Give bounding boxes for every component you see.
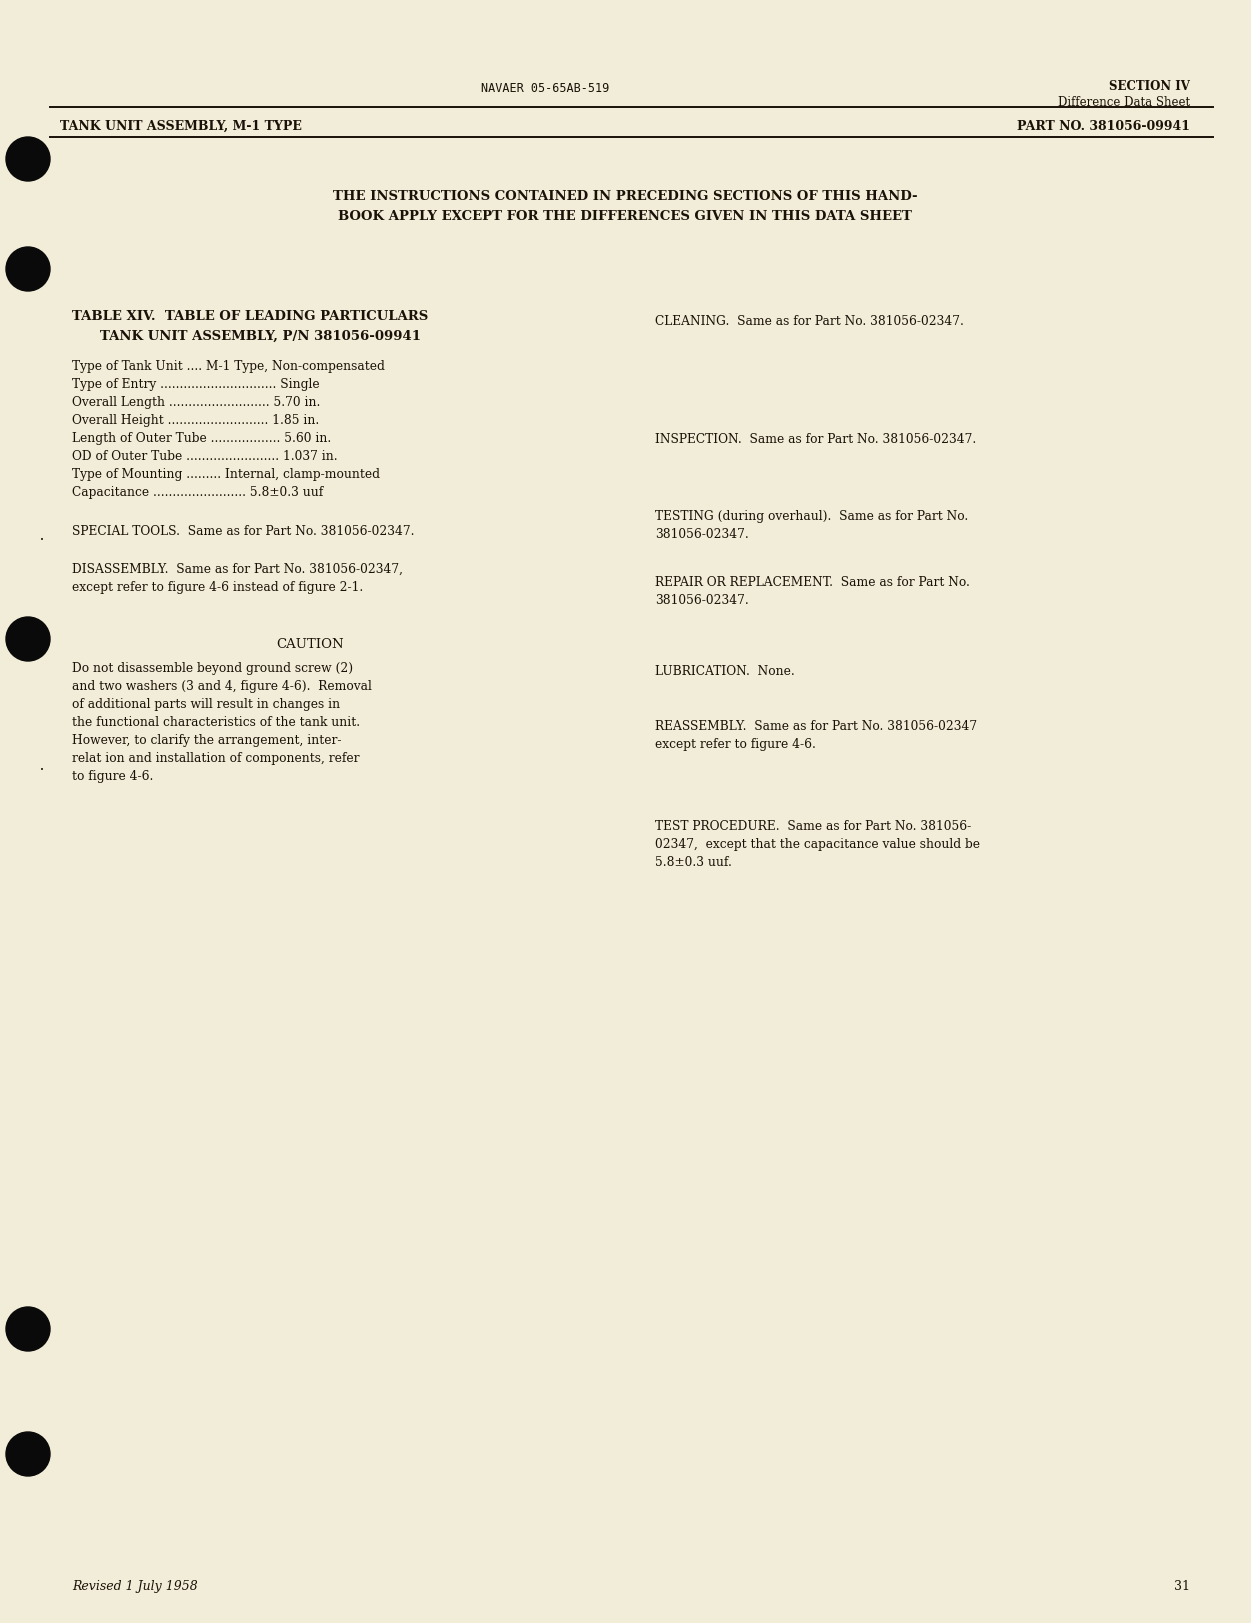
Text: REASSEMBLY.  Same as for Part No. 381056-02347: REASSEMBLY. Same as for Part No. 381056-… [656, 719, 977, 732]
Text: SPECIAL TOOLS.  Same as for Part No. 381056-02347.: SPECIAL TOOLS. Same as for Part No. 3810… [73, 524, 414, 537]
Text: INSPECTION.  Same as for Part No. 381056-02347.: INSPECTION. Same as for Part No. 381056-… [656, 433, 976, 446]
Text: BOOK APPLY EXCEPT FOR THE DIFFERENCES GIVEN IN THIS DATA SHEET: BOOK APPLY EXCEPT FOR THE DIFFERENCES GI… [338, 209, 912, 222]
Text: Type of Entry .............................. Single: Type of Entry ..........................… [73, 378, 319, 391]
Text: CAUTION: CAUTION [276, 638, 344, 651]
Text: and two washers (3 and 4, figure 4-6).  Removal: and two washers (3 and 4, figure 4-6). R… [73, 680, 372, 693]
Text: Capacitance ........................ 5.8±0.3 uuf: Capacitance ........................ 5.8… [73, 485, 323, 498]
Text: REPAIR OR REPLACEMENT.  Same as for Part No.: REPAIR OR REPLACEMENT. Same as for Part … [656, 576, 970, 589]
Text: •: • [40, 537, 44, 542]
Text: DISASSEMBLY.  Same as for Part No. 381056-02347,: DISASSEMBLY. Same as for Part No. 381056… [73, 563, 403, 576]
Text: •: • [40, 766, 44, 773]
Circle shape [6, 248, 50, 292]
Text: TESTING (during overhaul).  Same as for Part No.: TESTING (during overhaul). Same as for P… [656, 510, 968, 523]
Text: THE INSTRUCTIONS CONTAINED IN PRECEDING SECTIONS OF THIS HAND-: THE INSTRUCTIONS CONTAINED IN PRECEDING … [333, 190, 917, 203]
Text: TEST PROCEDURE.  Same as for Part No. 381056-: TEST PROCEDURE. Same as for Part No. 381… [656, 820, 971, 833]
Text: the functional characteristics of the tank unit.: the functional characteristics of the ta… [73, 716, 360, 729]
Text: except refer to figure 4-6.: except refer to figure 4-6. [656, 737, 816, 750]
Text: Type of Mounting ......... Internal, clamp-mounted: Type of Mounting ......... Internal, cla… [73, 467, 380, 480]
Text: Length of Outer Tube .................. 5.60 in.: Length of Outer Tube .................. … [73, 432, 332, 445]
Text: Difference Data Sheet: Difference Data Sheet [1058, 96, 1190, 109]
Text: 31: 31 [1173, 1579, 1190, 1592]
Text: Overall Length .......................... 5.70 in.: Overall Length .........................… [73, 396, 320, 409]
Text: TANK UNIT ASSEMBLY, M-1 TYPE: TANK UNIT ASSEMBLY, M-1 TYPE [60, 120, 301, 133]
Text: to figure 4-6.: to figure 4-6. [73, 769, 154, 782]
Text: SECTION IV: SECTION IV [1110, 80, 1190, 93]
Text: LUBRICATION.  None.: LUBRICATION. None. [656, 664, 794, 677]
Text: NAVAER 05-65AB-519: NAVAER 05-65AB-519 [480, 81, 609, 94]
Text: OD of Outer Tube ........................ 1.037 in.: OD of Outer Tube .......................… [73, 450, 338, 463]
Text: Revised 1 July 1958: Revised 1 July 1958 [73, 1579, 198, 1592]
Text: PART NO. 381056-09941: PART NO. 381056-09941 [1017, 120, 1190, 133]
Circle shape [6, 618, 50, 662]
Circle shape [6, 1307, 50, 1352]
Text: TANK UNIT ASSEMBLY, P/N 381056-09941: TANK UNIT ASSEMBLY, P/N 381056-09941 [100, 329, 422, 342]
Text: Overall Height .......................... 1.85 in.: Overall Height .........................… [73, 414, 319, 427]
Circle shape [6, 138, 50, 182]
Text: Do not disassemble beyond ground screw (2): Do not disassemble beyond ground screw (… [73, 662, 353, 675]
Text: of additional parts will result in changes in: of additional parts will result in chang… [73, 698, 340, 711]
Text: 381056-02347.: 381056-02347. [656, 527, 749, 540]
Circle shape [6, 1431, 50, 1475]
Text: relat ion and installation of components, refer: relat ion and installation of components… [73, 751, 359, 764]
Text: However, to clarify the arrangement, inter-: However, to clarify the arrangement, int… [73, 734, 342, 747]
Text: TABLE XIV.  TABLE OF LEADING PARTICULARS: TABLE XIV. TABLE OF LEADING PARTICULARS [73, 310, 428, 323]
Text: 5.8±0.3 uuf.: 5.8±0.3 uuf. [656, 855, 732, 868]
Text: 02347,  except that the capacitance value should be: 02347, except that the capacitance value… [656, 837, 980, 850]
Text: except refer to figure 4-6 instead of figure 2-1.: except refer to figure 4-6 instead of fi… [73, 581, 363, 594]
Text: Type of Tank Unit .... M-1 Type, Non-compensated: Type of Tank Unit .... M-1 Type, Non-com… [73, 360, 385, 373]
Text: 381056-02347.: 381056-02347. [656, 594, 749, 607]
Text: CLEANING.  Same as for Part No. 381056-02347.: CLEANING. Same as for Part No. 381056-02… [656, 315, 963, 328]
